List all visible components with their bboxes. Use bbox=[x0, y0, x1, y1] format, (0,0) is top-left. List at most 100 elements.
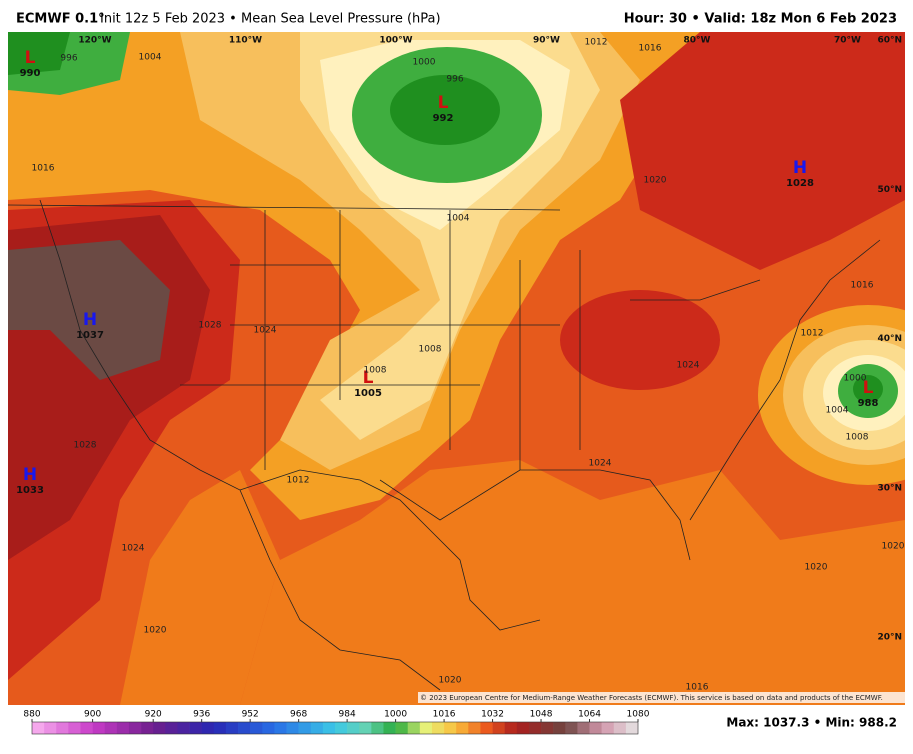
colorbar-segment bbox=[456, 722, 469, 734]
colorbar-segment bbox=[225, 722, 239, 734]
colorbar-segment bbox=[407, 722, 421, 734]
contour-label: 996 bbox=[60, 54, 77, 64]
contour-label: 1016 bbox=[639, 44, 662, 54]
contour-label: 1020 bbox=[144, 626, 167, 636]
contour-label: 1024 bbox=[677, 361, 700, 371]
colorbar-segment bbox=[480, 722, 493, 734]
contour-label: 1024 bbox=[122, 544, 145, 554]
colorbar-segment bbox=[189, 722, 202, 734]
colorbar-segment bbox=[116, 722, 130, 734]
longitude-label: 120°W bbox=[78, 36, 111, 46]
contour-label: 1012 bbox=[287, 476, 310, 486]
contour-label: 1016 bbox=[851, 281, 874, 291]
center-value: 1033 bbox=[16, 485, 44, 496]
contour-label: 1004 bbox=[139, 53, 162, 63]
colorbar-segment bbox=[44, 722, 57, 734]
center-value: 1005 bbox=[354, 388, 382, 399]
center-value: 992 bbox=[433, 113, 454, 124]
contour-label: 1004 bbox=[826, 406, 849, 416]
contour-label: 1000 bbox=[844, 374, 867, 384]
colorbar-segment bbox=[92, 722, 106, 734]
colorbar-tick-label: 1000 bbox=[384, 710, 407, 720]
colorbar-segment bbox=[541, 722, 554, 734]
colorbar-segment bbox=[504, 722, 518, 734]
colorbar-segment bbox=[553, 722, 566, 734]
contour-region bbox=[560, 290, 720, 390]
colorbar-segment bbox=[359, 722, 372, 734]
contour-label: 1020 bbox=[805, 563, 828, 573]
colorbar-segment bbox=[80, 722, 93, 734]
contour-region bbox=[240, 460, 905, 705]
contour-label: 1004 bbox=[447, 214, 470, 224]
colorbar-segment bbox=[371, 722, 384, 734]
colorbar-tick-label: 1016 bbox=[433, 710, 456, 720]
contour-label: 1008 bbox=[846, 433, 869, 443]
contour-label: 1024 bbox=[589, 459, 612, 469]
contour-region bbox=[120, 470, 280, 705]
contour-label: 996 bbox=[446, 75, 463, 85]
colorbar-segment bbox=[141, 722, 154, 734]
copyright: © 2023 European Centre for Medium-Range … bbox=[420, 694, 883, 702]
colorbar-segment bbox=[165, 722, 178, 734]
colorbar-segment bbox=[56, 722, 69, 734]
colorbar-tick-label: 1048 bbox=[530, 710, 553, 720]
contour-label: 1024 bbox=[254, 326, 277, 336]
model-title: ECMWF 0.1° bbox=[16, 12, 105, 27]
colorbar-segment bbox=[625, 722, 639, 734]
colorbar-segment bbox=[310, 722, 324, 734]
center-value: 1028 bbox=[786, 178, 814, 189]
longitude-label: 90°W bbox=[533, 36, 560, 46]
center-symbol: L bbox=[363, 368, 374, 388]
colorbar-segment bbox=[468, 722, 481, 734]
colorbar-segment bbox=[516, 722, 530, 734]
colorbar-segment bbox=[201, 722, 215, 734]
colorbar-segment bbox=[335, 722, 348, 734]
colorbar-tick-label: 880 bbox=[23, 710, 40, 720]
contour-region bbox=[620, 32, 905, 270]
contour-region bbox=[853, 375, 883, 403]
contour-label: 1012 bbox=[801, 329, 824, 339]
copyright-background bbox=[418, 692, 905, 703]
center-symbol: L bbox=[25, 48, 36, 68]
colorbar-segment bbox=[262, 722, 275, 734]
center-value: 990 bbox=[20, 68, 41, 79]
contour-label: 1008 bbox=[364, 366, 387, 376]
contour-label: 1016 bbox=[32, 164, 55, 174]
contour-label: 1028 bbox=[74, 441, 97, 451]
colorbar-segment bbox=[68, 722, 81, 734]
latitude-label: 30°N bbox=[877, 483, 902, 493]
center-symbol: L bbox=[438, 93, 449, 113]
contour-label: 1012 bbox=[585, 38, 608, 48]
colorbar-segment bbox=[601, 722, 615, 734]
colorbar-segment bbox=[32, 722, 45, 734]
colorbar-segment bbox=[528, 722, 542, 734]
center-symbol: H bbox=[793, 158, 807, 178]
colorbar-segment bbox=[298, 722, 312, 734]
colorbar-segment bbox=[286, 722, 299, 734]
colorbar-segment bbox=[419, 722, 433, 734]
colorbar-tick-label: 968 bbox=[290, 710, 307, 720]
colorbar-tick-label: 984 bbox=[339, 710, 356, 720]
longitude-label: 80°W bbox=[684, 36, 711, 46]
contour-label: 1020 bbox=[882, 542, 905, 552]
center-symbol: L bbox=[863, 378, 874, 398]
colorbar-segment bbox=[383, 722, 396, 734]
max-min: Max: 1037.3 • Min: 988.2 bbox=[726, 716, 897, 730]
colorbar-segment bbox=[613, 722, 627, 734]
colorbar-segment bbox=[153, 722, 166, 734]
colorbar-tick-label: 1032 bbox=[481, 710, 504, 720]
colorbar: 880 900 920 936 952 968 984 1000 1016 1032 1048 106… bbox=[23, 710, 650, 735]
state-borders bbox=[8, 204, 761, 470]
latitude-label: 50°N bbox=[877, 185, 902, 195]
latitude-label: 20°N bbox=[877, 633, 902, 643]
contour-label: 1020 bbox=[439, 676, 462, 686]
colorbar-segment bbox=[238, 722, 251, 734]
latitude-label: 60°N bbox=[877, 36, 902, 46]
latitude-label: 40°N bbox=[877, 334, 902, 344]
colorbar-tick-label: 1064 bbox=[578, 710, 601, 720]
colorbar-segment bbox=[322, 722, 336, 734]
contour-label: 1016 bbox=[686, 683, 709, 693]
colorbar-frame bbox=[31, 721, 639, 735]
colorbar-tick-label: 920 bbox=[145, 710, 162, 720]
